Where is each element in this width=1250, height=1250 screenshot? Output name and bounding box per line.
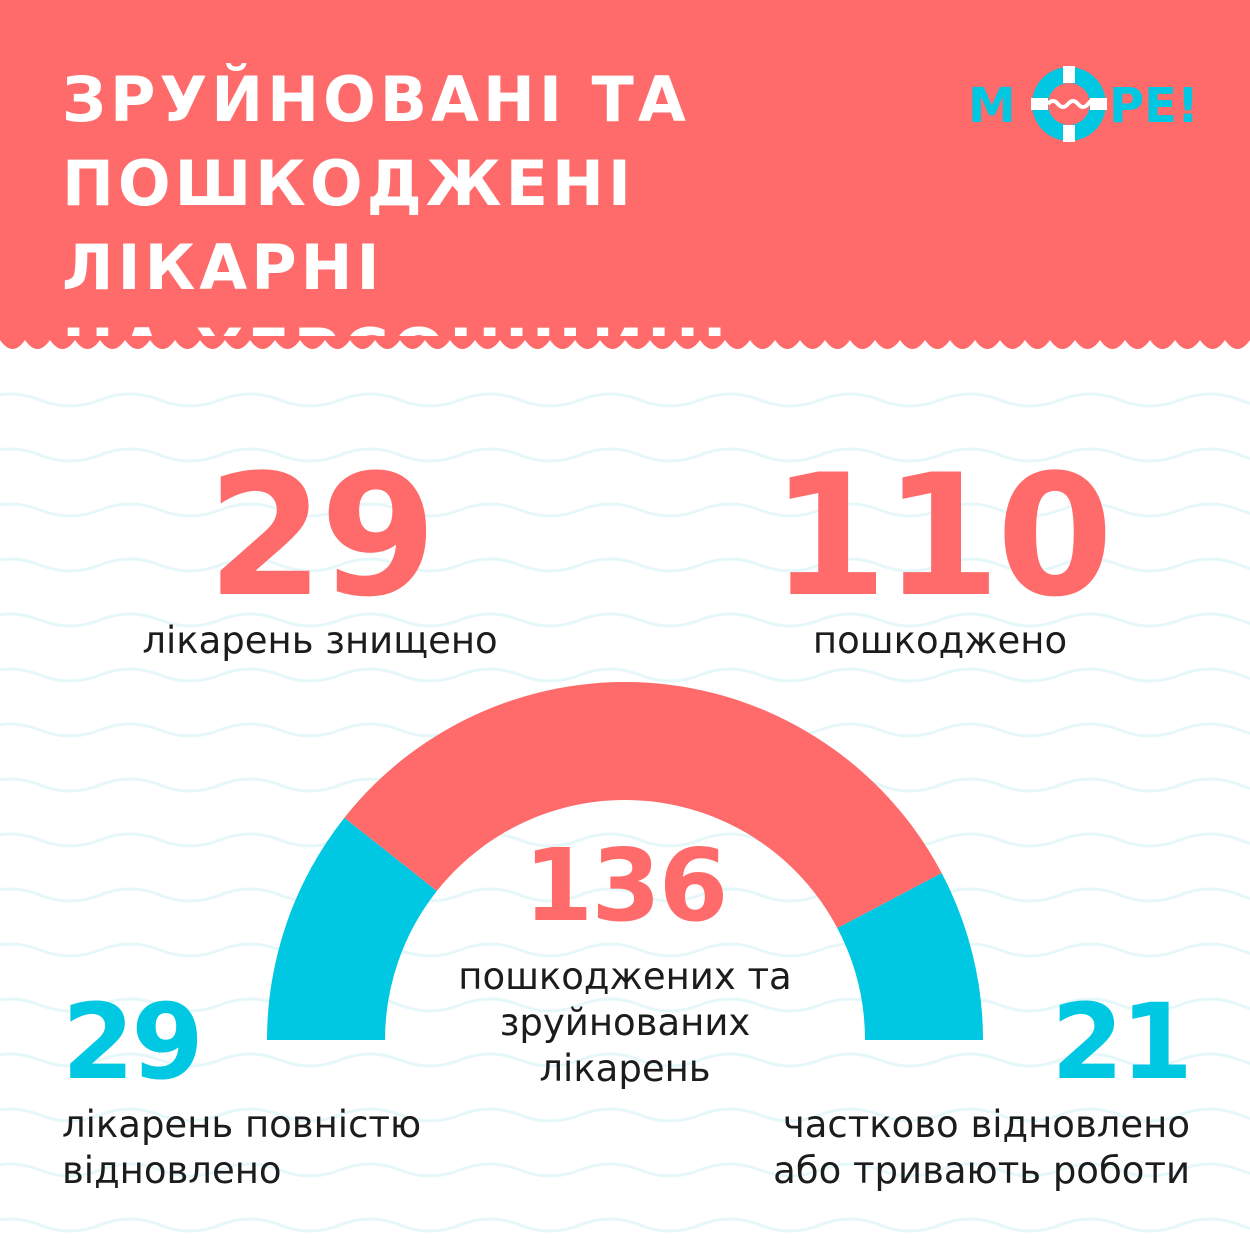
total-label: пошкоджених та зруйнованих лікарень — [425, 954, 825, 1092]
partially-restored-count: 21 — [1040, 990, 1190, 1094]
partially-restored-label-line-2: або тривають роботи — [720, 1148, 1190, 1194]
fully-restored-label: лікарень повністю відновлено — [62, 1102, 482, 1194]
total-label-line-1: пошкоджених та — [425, 954, 825, 1000]
fully-restored-label-line-2: відновлено — [62, 1148, 482, 1194]
total-label-line-2: зруйнованих — [425, 1000, 825, 1046]
partially-restored-label: частково відновлено або тривають роботи — [720, 1102, 1190, 1194]
fully-restored-label-line-1: лікарень повністю — [62, 1102, 482, 1148]
partially-restored-label-line-1: частково відновлено — [720, 1102, 1190, 1148]
fully-restored-count: 29 — [62, 990, 201, 1094]
total-label-line-3: лікарень — [425, 1046, 825, 1092]
total-count: 136 — [440, 836, 810, 936]
